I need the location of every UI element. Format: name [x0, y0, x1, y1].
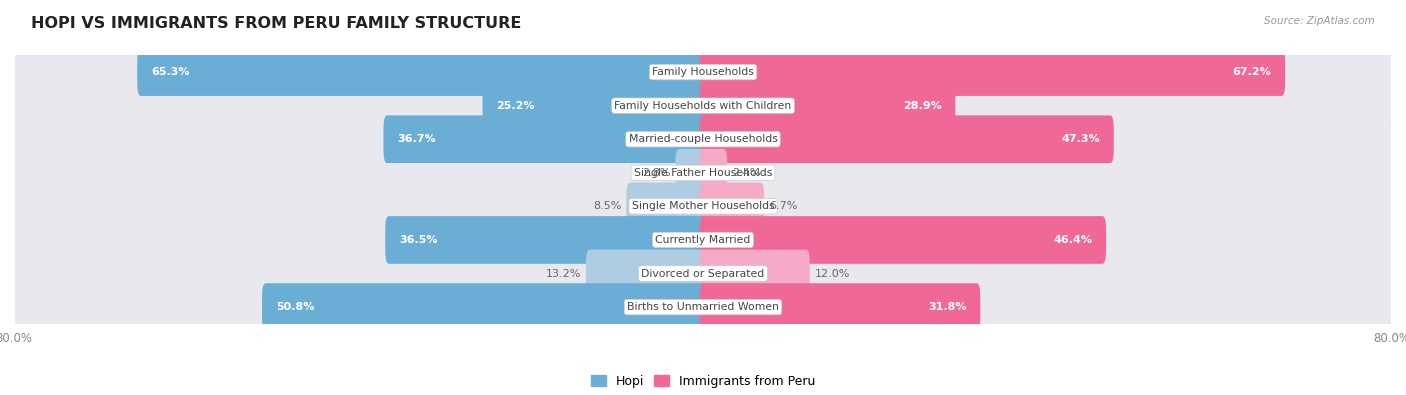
FancyBboxPatch shape — [700, 149, 727, 197]
FancyBboxPatch shape — [15, 179, 1391, 234]
Text: Family Households with Children: Family Households with Children — [614, 101, 792, 111]
FancyBboxPatch shape — [482, 82, 706, 130]
Text: Married-couple Households: Married-couple Households — [628, 134, 778, 144]
Text: Family Households: Family Households — [652, 67, 754, 77]
FancyBboxPatch shape — [15, 279, 1391, 335]
FancyBboxPatch shape — [700, 216, 1107, 264]
FancyBboxPatch shape — [15, 111, 1391, 167]
Text: 36.5%: 36.5% — [399, 235, 437, 245]
Text: 65.3%: 65.3% — [150, 67, 190, 77]
FancyBboxPatch shape — [15, 145, 1391, 201]
FancyBboxPatch shape — [262, 283, 706, 331]
FancyBboxPatch shape — [15, 78, 1391, 134]
FancyBboxPatch shape — [675, 149, 706, 197]
Text: Source: ZipAtlas.com: Source: ZipAtlas.com — [1264, 16, 1375, 26]
FancyBboxPatch shape — [700, 82, 955, 130]
Text: Births to Unmarried Women: Births to Unmarried Women — [627, 302, 779, 312]
Text: HOPI VS IMMIGRANTS FROM PERU FAMILY STRUCTURE: HOPI VS IMMIGRANTS FROM PERU FAMILY STRU… — [31, 16, 522, 31]
Text: 67.2%: 67.2% — [1233, 67, 1271, 77]
Text: 36.7%: 36.7% — [398, 134, 436, 144]
FancyBboxPatch shape — [138, 48, 706, 96]
Text: Divorced or Separated: Divorced or Separated — [641, 269, 765, 278]
Text: 31.8%: 31.8% — [928, 302, 966, 312]
Text: 46.4%: 46.4% — [1053, 235, 1092, 245]
FancyBboxPatch shape — [700, 283, 980, 331]
FancyBboxPatch shape — [385, 216, 706, 264]
Text: 6.7%: 6.7% — [769, 201, 797, 211]
FancyBboxPatch shape — [384, 115, 706, 163]
Text: 8.5%: 8.5% — [593, 201, 621, 211]
FancyBboxPatch shape — [700, 250, 810, 297]
Text: Single Father Households: Single Father Households — [634, 168, 772, 178]
Text: 12.0%: 12.0% — [815, 269, 851, 278]
Text: 25.2%: 25.2% — [496, 101, 534, 111]
FancyBboxPatch shape — [700, 182, 763, 230]
Text: 2.4%: 2.4% — [733, 168, 761, 178]
Text: 13.2%: 13.2% — [546, 269, 581, 278]
FancyBboxPatch shape — [15, 212, 1391, 268]
FancyBboxPatch shape — [700, 115, 1114, 163]
FancyBboxPatch shape — [15, 246, 1391, 301]
Text: Currently Married: Currently Married — [655, 235, 751, 245]
FancyBboxPatch shape — [700, 48, 1285, 96]
Text: 28.9%: 28.9% — [903, 101, 942, 111]
FancyBboxPatch shape — [15, 44, 1391, 100]
FancyBboxPatch shape — [586, 250, 706, 297]
Legend: Hopi, Immigrants from Peru: Hopi, Immigrants from Peru — [586, 370, 820, 393]
Text: Single Mother Households: Single Mother Households — [631, 201, 775, 211]
FancyBboxPatch shape — [626, 182, 706, 230]
Text: 47.3%: 47.3% — [1062, 134, 1099, 144]
Text: 50.8%: 50.8% — [276, 302, 314, 312]
Text: 2.8%: 2.8% — [641, 168, 671, 178]
